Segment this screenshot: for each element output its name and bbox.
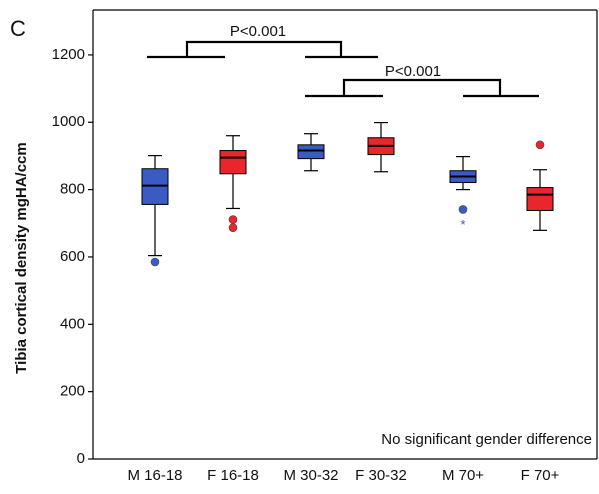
extreme-outlier: * <box>460 217 465 232</box>
x-tick-label: M 70+ <box>442 467 484 484</box>
box <box>297 144 325 160</box>
y-tick-label: 1000 <box>52 113 85 130</box>
x-tick-label: F 30-32 <box>355 467 407 484</box>
y-axis-label: Tibia cortical density mgHA/ccm <box>13 142 30 373</box>
y-tick-label: 800 <box>60 181 85 198</box>
y-tick-label: 400 <box>60 315 85 332</box>
x-tick-label: F 70+ <box>521 467 560 484</box>
y-tick-label: 0 <box>77 450 85 467</box>
annotation: No significant gender difference <box>381 431 592 448</box>
annotation: P<0.001 <box>385 63 441 80</box>
y-tick-label: 200 <box>60 383 85 400</box>
outlier <box>150 257 160 267</box>
panel-label: C <box>10 16 26 41</box>
x-tick-label: F 16-18 <box>207 467 259 484</box>
y-tick-label: 600 <box>60 248 85 265</box>
box <box>219 150 247 175</box>
box <box>526 187 554 211</box>
box <box>141 168 169 205</box>
annotation: P<0.001 <box>230 23 286 40</box>
outlier <box>228 223 238 232</box>
outlier <box>458 205 468 214</box>
outlier <box>228 215 238 224</box>
x-tick-label: M 16-18 <box>127 467 182 484</box>
significance-bracket <box>305 78 539 98</box>
y-tick-label: 1200 <box>52 46 85 63</box>
x-tick-label: M 30-32 <box>283 467 338 484</box>
outlier <box>535 140 545 150</box>
significance-bracket <box>147 40 378 59</box>
